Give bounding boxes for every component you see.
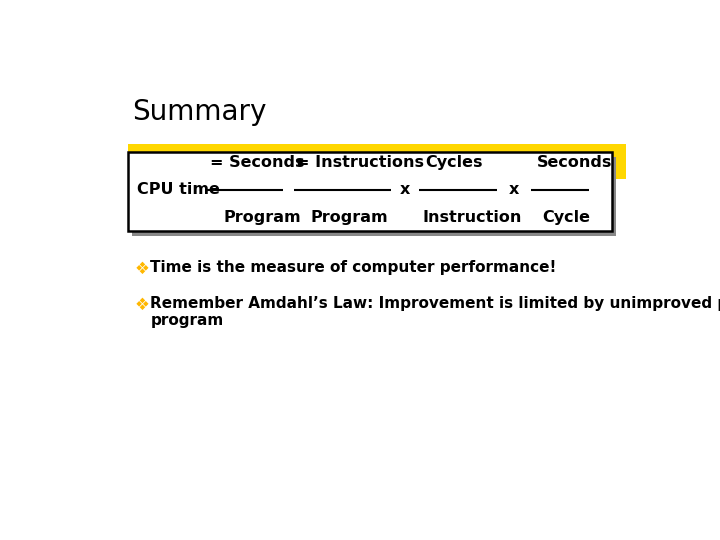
Text: Program: Program bbox=[310, 210, 388, 225]
Text: Time is the measure of computer performance!: Time is the measure of computer performa… bbox=[150, 260, 557, 275]
Text: ❖: ❖ bbox=[135, 260, 150, 278]
Text: Instruction: Instruction bbox=[423, 210, 522, 225]
Text: Remember Amdahl’s Law: Improvement is limited by unimproved part of
program: Remember Amdahl’s Law: Improvement is li… bbox=[150, 295, 720, 328]
Text: x: x bbox=[508, 182, 519, 197]
Bar bbox=[132, 157, 616, 236]
Text: Seconds: Seconds bbox=[536, 154, 612, 170]
Text: x: x bbox=[400, 182, 410, 197]
Bar bbox=[128, 152, 612, 231]
Text: = Seconds: = Seconds bbox=[210, 154, 305, 170]
Text: Program: Program bbox=[224, 210, 302, 225]
Text: = Instructions: = Instructions bbox=[297, 154, 425, 170]
Text: Cycle: Cycle bbox=[542, 210, 590, 225]
Text: ❖: ❖ bbox=[135, 295, 150, 314]
Text: Summary: Summary bbox=[132, 98, 266, 126]
Text: Cycles: Cycles bbox=[425, 154, 482, 170]
Bar bbox=[128, 144, 626, 179]
Text: CPU time: CPU time bbox=[138, 182, 220, 197]
